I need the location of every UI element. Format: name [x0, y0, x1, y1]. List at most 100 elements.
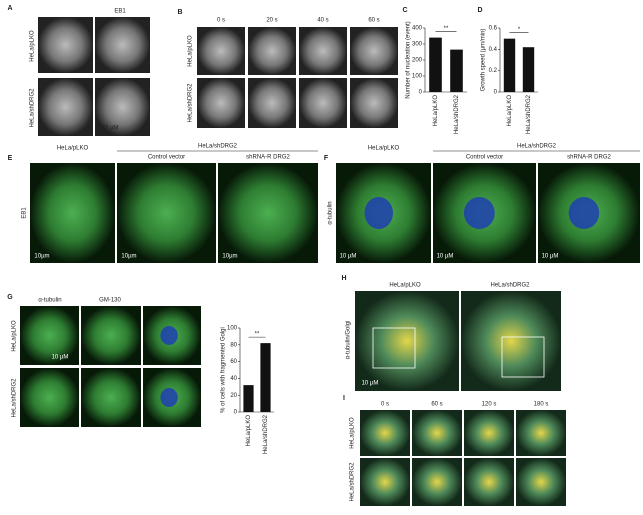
y-tick-label: 0.6: [489, 26, 498, 32]
y-tick-label: 60: [230, 359, 237, 365]
scale-label: 10 µM: [52, 355, 69, 361]
y-tick-label: 0: [494, 90, 498, 96]
micrograph: [81, 368, 141, 427]
scale-label: 10 µM: [362, 381, 379, 387]
nucleus: [568, 197, 600, 229]
scale-label: 10 µM: [102, 126, 119, 132]
nucleus: [160, 388, 178, 407]
micrograph: [516, 410, 566, 456]
micrograph: [299, 27, 347, 75]
y-tick-label: 0: [234, 410, 238, 416]
subgroup-label: Control vector: [148, 155, 185, 161]
significance: *: [518, 27, 521, 33]
micrograph: [38, 78, 93, 136]
x-tick-label: HeLa/pLKO: [433, 95, 439, 127]
micrograph: [355, 291, 459, 391]
y-tick-label: 20: [230, 393, 237, 399]
panel-title: EB1: [114, 9, 126, 15]
row-label: α-tubulin/Golgi: [346, 321, 352, 360]
bar: [522, 47, 535, 92]
scale-label: 10µm: [222, 254, 237, 260]
y-tick-label: 0: [419, 90, 423, 96]
column-label: α-tubulin: [38, 298, 61, 304]
y-tick-label: 80: [230, 342, 237, 348]
time-label: 60 s: [368, 18, 379, 24]
row-label: EB1: [22, 207, 28, 219]
y-tick-label: 0.4: [489, 47, 498, 53]
x-tick-label: HeLa/pLKO: [507, 95, 513, 127]
micrograph: [95, 17, 150, 73]
micrograph: [95, 78, 150, 136]
row-label: α-tubulin: [328, 201, 334, 224]
x-tick-label: HeLa/shDRG2: [454, 94, 460, 134]
micrograph: [464, 458, 514, 506]
panel-label: D: [477, 7, 482, 14]
micrograph: [360, 410, 410, 456]
micrograph: [516, 458, 566, 506]
y-tick-label: 300: [412, 42, 423, 48]
time-label: 60 s: [431, 402, 442, 408]
panel-label: E: [8, 155, 13, 162]
micrograph: [299, 78, 347, 128]
scale-label: 10µm: [121, 254, 136, 260]
micrograph: [38, 17, 93, 73]
y-tick-label: 400: [412, 26, 423, 32]
row-label: HeLa/pLKO: [350, 417, 356, 449]
panel-label: B: [177, 9, 182, 16]
micrograph: [360, 458, 410, 506]
micrograph: [248, 27, 296, 75]
group-label: HeLa/pLKO: [57, 146, 89, 152]
y-tick-label: 100: [412, 74, 423, 80]
nucleus: [364, 197, 393, 229]
panel-label: H: [341, 275, 346, 282]
column-label: HeLa/shDRG2: [490, 283, 530, 289]
row-label: HeLa/shDRG2: [188, 83, 194, 123]
micrograph: [412, 458, 462, 506]
micrograph: [218, 163, 318, 263]
scale-label: 10 µM: [542, 254, 559, 260]
micrograph: [81, 306, 141, 365]
row-label: HeLa/shDRG2: [30, 88, 36, 128]
y-axis-label: Growth speed (µm/min): [481, 29, 487, 92]
micrograph: [30, 163, 115, 263]
x-tick-label: HeLa/shDRG2: [526, 94, 532, 134]
nucleus: [160, 326, 178, 345]
roi-box: [372, 327, 416, 369]
group-label: HeLa/pLKO: [368, 146, 400, 152]
x-tick-label: HeLa/pLKO: [246, 415, 252, 447]
scale-label: 10µm: [34, 254, 49, 260]
y-axis-label: % of cells with fragmented Golgi: [221, 327, 227, 413]
scale-label: 10 µM: [340, 254, 357, 260]
micrograph: [350, 27, 398, 75]
panel-label: G: [7, 294, 13, 301]
panel-label: I: [343, 395, 345, 402]
time-label: 0 s: [217, 18, 225, 24]
row-label: HeLa/pLKO: [12, 320, 18, 352]
row-label: HeLa/pLKO: [188, 35, 194, 67]
significance: **: [255, 332, 260, 338]
subgroup-label: shRNA-R DRG2: [246, 155, 290, 161]
time-label: 0 s: [381, 402, 389, 408]
nucleus: [463, 197, 495, 229]
y-tick-label: 100: [227, 326, 238, 332]
time-label: 20 s: [266, 18, 277, 24]
micrograph: [461, 291, 561, 391]
row-label: HeLa/shDRG2: [12, 378, 18, 418]
panel-label: A: [7, 5, 12, 12]
roi-box: [501, 336, 545, 378]
subgroup-label: shRNA-R DRG2: [567, 155, 611, 161]
y-tick-label: 200: [412, 58, 423, 64]
time-label: 180 s: [534, 402, 549, 408]
group-label: HeLa/shDRG2: [517, 144, 557, 150]
panel-label: C: [402, 7, 407, 14]
x-tick-label: HeLa/shDRG2: [263, 414, 269, 454]
significance: **: [444, 26, 449, 32]
micrograph: [464, 410, 514, 456]
micrograph: [197, 27, 245, 75]
column-label: GM-130: [99, 298, 121, 304]
micrograph: [248, 78, 296, 128]
micrograph: [117, 163, 216, 263]
panel-label: F: [324, 155, 329, 162]
